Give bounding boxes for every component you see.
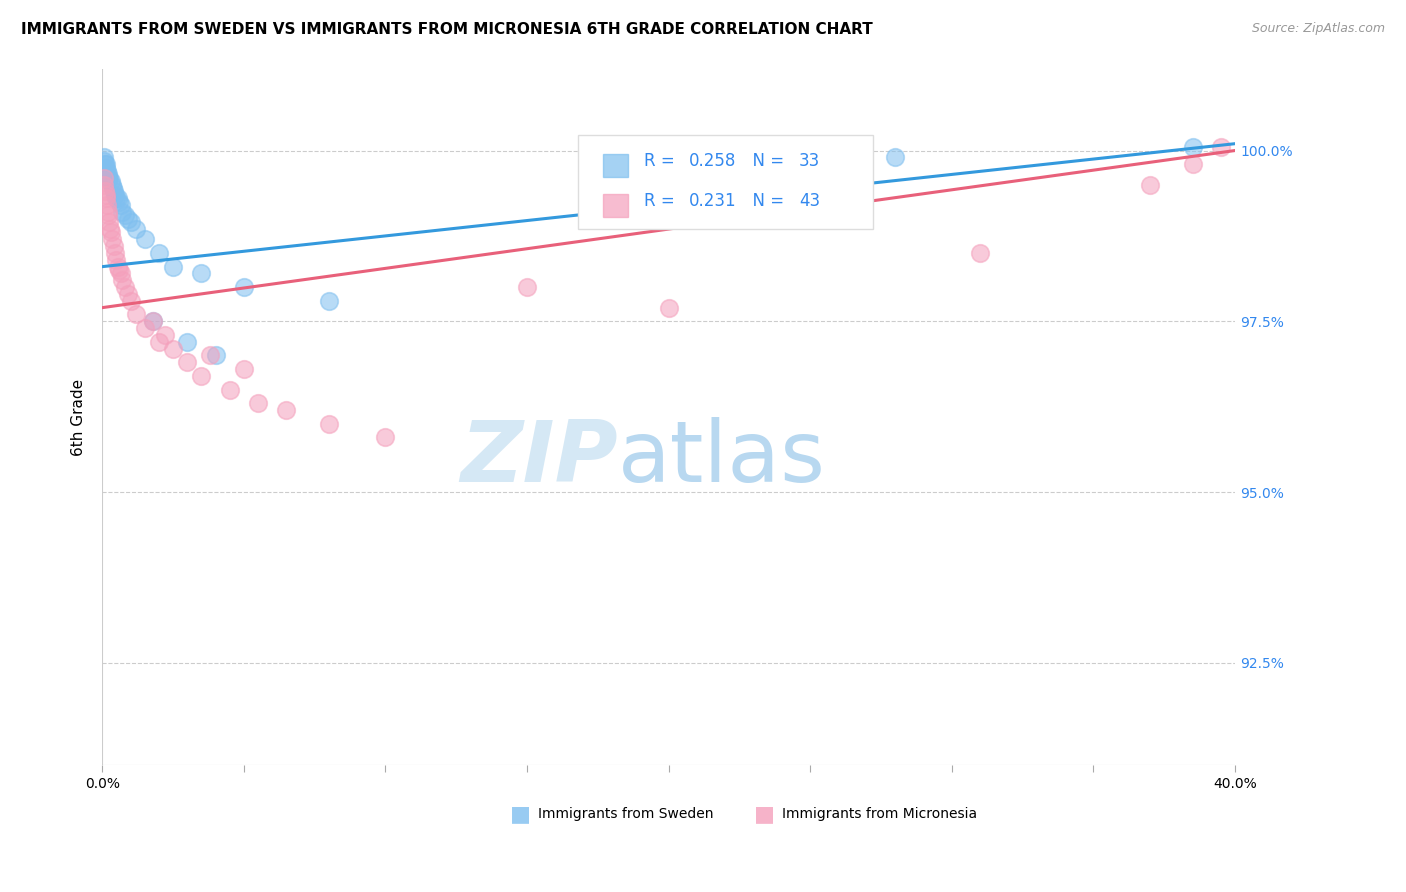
Point: [94, 188, 117, 202]
Point: [142, 314, 165, 328]
Point: [96, 198, 118, 212]
Point: [93, 178, 115, 192]
Point: [1181, 140, 1204, 154]
Point: [246, 396, 269, 410]
Text: N =: N =: [742, 192, 790, 210]
Text: R =: R =: [644, 192, 679, 210]
Y-axis label: 6th Grade: 6th Grade: [72, 378, 86, 456]
Point: [101, 178, 124, 192]
Point: [93, 170, 115, 185]
Point: [94, 185, 117, 199]
Point: [114, 208, 136, 222]
Point: [105, 252, 128, 267]
Point: [98, 170, 121, 185]
Text: N =: N =: [742, 152, 790, 169]
Point: [318, 293, 340, 308]
Point: [100, 174, 122, 188]
Point: [111, 205, 134, 219]
Point: [108, 194, 131, 209]
Point: [134, 232, 156, 246]
Point: [105, 191, 128, 205]
Point: [218, 383, 240, 397]
Point: [142, 314, 165, 328]
Point: [103, 239, 125, 253]
Point: [98, 222, 121, 236]
Point: [232, 280, 254, 294]
Point: [176, 355, 198, 369]
Point: [117, 287, 139, 301]
Point: [96, 164, 118, 178]
Point: [162, 260, 184, 274]
FancyBboxPatch shape: [578, 135, 873, 229]
Point: [101, 181, 124, 195]
Text: 33: 33: [799, 152, 820, 169]
Point: [104, 188, 127, 202]
Point: [134, 321, 156, 335]
Point: [120, 215, 142, 229]
Point: [232, 362, 254, 376]
Point: [125, 308, 148, 322]
Point: [1181, 157, 1204, 171]
FancyBboxPatch shape: [603, 153, 628, 177]
Point: [107, 260, 129, 274]
Point: [98, 215, 121, 229]
Point: [94, 157, 117, 171]
Text: 43: 43: [799, 192, 820, 210]
Point: [318, 417, 340, 431]
Point: [97, 170, 120, 185]
Point: [107, 191, 129, 205]
Point: [658, 301, 681, 315]
Point: [103, 185, 125, 199]
Text: atlas: atlas: [617, 417, 825, 500]
Point: [153, 328, 176, 343]
Point: [176, 334, 198, 349]
Point: [148, 334, 170, 349]
Point: [110, 198, 132, 212]
Point: [101, 232, 124, 246]
FancyBboxPatch shape: [603, 194, 628, 217]
Text: 0.258: 0.258: [689, 152, 737, 169]
Point: [117, 211, 139, 226]
Point: [162, 342, 184, 356]
Point: [110, 267, 132, 281]
Text: 0.231: 0.231: [689, 192, 737, 210]
Point: [108, 263, 131, 277]
Point: [114, 280, 136, 294]
Text: Immigrants from Sweden: Immigrants from Sweden: [538, 807, 714, 822]
Text: ZIP: ZIP: [460, 417, 617, 500]
Point: [93, 153, 115, 168]
Text: ■: ■: [510, 805, 531, 824]
Point: [190, 267, 212, 281]
Point: [93, 150, 115, 164]
Point: [1209, 140, 1232, 154]
Point: [100, 226, 122, 240]
Point: [276, 403, 298, 417]
Point: [97, 208, 120, 222]
Point: [120, 293, 142, 308]
Point: [111, 273, 134, 287]
Text: ■: ■: [754, 805, 775, 824]
Point: [516, 280, 538, 294]
Point: [198, 349, 221, 363]
Point: [96, 161, 118, 175]
Point: [104, 246, 127, 260]
Text: R =: R =: [644, 152, 679, 169]
Text: Source: ZipAtlas.com: Source: ZipAtlas.com: [1251, 22, 1385, 36]
Point: [204, 349, 226, 363]
Point: [1139, 178, 1161, 192]
Point: [96, 191, 118, 205]
Point: [969, 246, 991, 260]
Point: [94, 157, 117, 171]
Text: IMMIGRANTS FROM SWEDEN VS IMMIGRANTS FROM MICRONESIA 6TH GRADE CORRELATION CHART: IMMIGRANTS FROM SWEDEN VS IMMIGRANTS FRO…: [21, 22, 873, 37]
Text: Immigrants from Micronesia: Immigrants from Micronesia: [782, 807, 977, 822]
Point: [97, 205, 120, 219]
Point: [190, 368, 212, 383]
Point: [884, 150, 907, 164]
Point: [374, 430, 396, 444]
Point: [97, 168, 120, 182]
Point: [125, 222, 148, 236]
Point: [148, 246, 170, 260]
